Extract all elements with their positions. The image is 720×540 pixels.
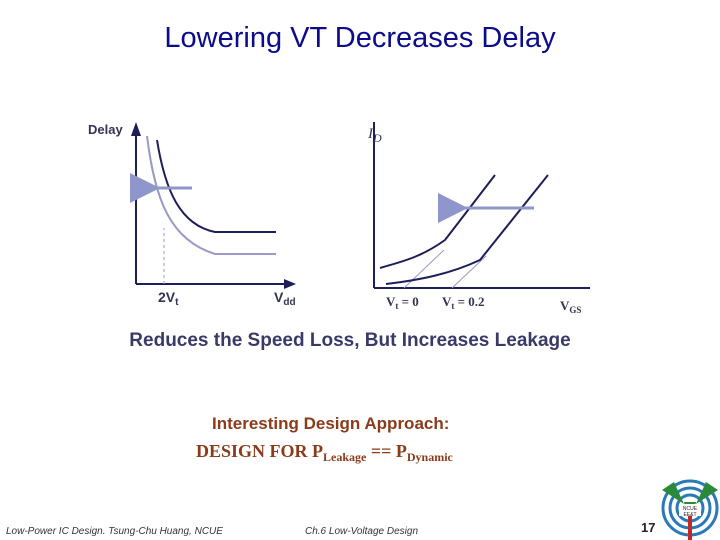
vgs-axis-label: VGS bbox=[560, 298, 581, 315]
page-number: 17 bbox=[641, 520, 656, 535]
university-logo: NCUE EE&T bbox=[661, 479, 719, 540]
x-tick-vt0: Vt = 0 bbox=[386, 294, 419, 311]
slide-title: Lowering VT Decreases Delay bbox=[164, 22, 556, 54]
delay-graph: Delay 2Vt Vdd bbox=[88, 122, 296, 308]
logo-text-top: NCUE bbox=[683, 506, 698, 512]
footer-chapter: Ch.6 Low-Voltage Design bbox=[305, 526, 419, 537]
delay-curve-high-vt bbox=[156, 139, 276, 233]
x-tick-2vt: 2Vt bbox=[158, 289, 179, 308]
delay-curve-low-vt bbox=[146, 135, 276, 255]
slide-caption: Reduces the Speed Loss, But Increases Le… bbox=[129, 330, 571, 351]
approach-heading: Interesting Design Approach: bbox=[212, 414, 450, 433]
delay-y-axis-arrow bbox=[131, 122, 141, 136]
logo-text-bottom: EE&T bbox=[683, 512, 696, 518]
id-curve-vt0 bbox=[379, 174, 496, 269]
id-axis-label: ID bbox=[367, 126, 382, 145]
tangent-vt02 bbox=[451, 255, 487, 289]
id-curve-vt02 bbox=[385, 174, 549, 285]
tangent-vt0 bbox=[403, 249, 445, 289]
design-rule: DESIGN FOR PLeakage == PDynamic bbox=[196, 441, 453, 464]
footer-course: Low-Power IC Design. Tsung-Chu Huang, NC… bbox=[6, 526, 223, 537]
x-tick-vt02: Vt = 0.2 bbox=[442, 294, 485, 311]
delay-axis-label: Delay bbox=[88, 122, 123, 137]
delay-x-axis-arrow bbox=[284, 279, 296, 289]
x-tick-vdd: Vdd bbox=[274, 289, 296, 308]
id-vgs-graph: ID Vt = 0 Vt = 0.2 VGS bbox=[367, 122, 590, 315]
